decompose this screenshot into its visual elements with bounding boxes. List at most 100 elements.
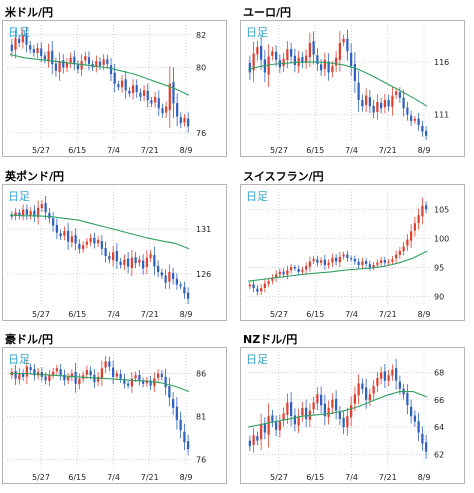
chart-frame: 76 80 82 5/27 6/15 7/4 7/21 8/9 日足: [2, 20, 227, 157]
candle-body: [115, 251, 118, 262]
candle-body: [323, 259, 326, 265]
candle-body: [410, 231, 413, 241]
candle-body: [413, 118, 416, 121]
moving-average-line: [9, 214, 190, 250]
candle-body: [331, 66, 334, 73]
candle-body: [40, 48, 43, 57]
candle-body: [139, 92, 142, 97]
chart-frame: 76 81 86 5/27 6/15 7/4 7/21 8/9 日足: [2, 347, 227, 484]
panel-title: 豪ドル/円: [5, 333, 54, 346]
candle-body: [22, 209, 25, 216]
candle-body: [293, 55, 296, 66]
candle-body: [417, 421, 420, 433]
candle-body: [87, 57, 91, 65]
candle-body: [32, 49, 35, 53]
candle-body: [368, 97, 371, 107]
y-tick-label: 90: [434, 292, 444, 301]
candle-body: [271, 51, 274, 56]
y-tick-label: 82: [196, 31, 206, 40]
candle-body: [58, 60, 61, 73]
candle-body: [376, 101, 379, 112]
x-tick-label: 7/4: [345, 146, 358, 155]
candle-body: [112, 367, 115, 377]
candle-body: [67, 230, 70, 242]
candle-body: [395, 368, 398, 381]
candle-body: [286, 49, 289, 60]
chart-frame: 111 116 5/27 6/15 7/4 7/21 8/9 日足: [240, 20, 465, 157]
candle-body: [104, 361, 107, 368]
candle-body: [128, 90, 131, 94]
candle-body: [89, 370, 92, 376]
candle-body: [74, 235, 77, 244]
candle-body: [398, 92, 401, 98]
x-tick-label: 5/27: [32, 146, 50, 155]
candle-body: [286, 402, 289, 415]
candle-body: [44, 376, 47, 381]
candle-body: [164, 376, 167, 388]
candle-body: [123, 378, 126, 384]
panel-gbpjpy: 英ポンド/円 126 131 5/27 6/15 7/4 7/21 8/9 日足: [2, 166, 227, 321]
candle-body: [85, 370, 88, 375]
candle-body: [357, 82, 360, 100]
candle-body: [275, 51, 278, 60]
candle-body: [161, 108, 164, 114]
candle-body: [410, 115, 413, 121]
candle-body: [256, 47, 259, 55]
candle-body: [134, 257, 137, 264]
candle-body: [145, 380, 148, 384]
candle-body: [335, 257, 338, 262]
candle-body: [82, 245, 85, 249]
candle-body: [120, 80, 124, 88]
candle-body: [100, 368, 103, 379]
candle-body: [108, 255, 111, 260]
candle-body: [421, 205, 424, 217]
candle-body: [282, 271, 285, 275]
candle-body: [383, 260, 386, 263]
candle-body: [183, 431, 186, 443]
candle-body: [37, 371, 40, 376]
candle-body: [290, 267, 293, 271]
y-tick-label: 105: [434, 205, 449, 214]
candle-body: [402, 246, 405, 252]
candle-body: [282, 58, 285, 66]
candle-body: [127, 258, 130, 267]
candle-body: [183, 118, 186, 123]
x-tick-label: 6/15: [306, 473, 324, 482]
y-tick-label: 86: [196, 369, 206, 378]
x-tick-label: 7/4: [345, 473, 358, 482]
candle-body: [252, 53, 255, 71]
candle-body: [43, 55, 46, 60]
candle-body: [267, 281, 270, 284]
candle-body: [18, 38, 21, 43]
x-tick-label: 8/9: [180, 310, 193, 319]
candle-body: [376, 377, 379, 386]
candle-body: [275, 422, 278, 430]
candle-body: [316, 259, 319, 263]
candle-body: [62, 60, 65, 68]
chart-nzdjpy: 62 64 66 68 5/27 6/15 7/4 7/21 8/9 日足: [245, 352, 444, 482]
candle-body: [179, 284, 182, 287]
candle-body: [37, 207, 40, 218]
panel-title: スイスフラン/円: [243, 170, 324, 183]
candle-body: [372, 105, 375, 113]
candle-body: [65, 62, 69, 68]
candle-body: [127, 383, 130, 386]
candle-body: [353, 394, 356, 404]
candle-body: [421, 433, 424, 444]
candle-body: [112, 252, 115, 261]
candle-body: [80, 60, 83, 70]
candle-body: [97, 239, 100, 244]
candle-body: [29, 45, 32, 50]
candle-body: [350, 405, 353, 418]
candle-body: [353, 258, 356, 262]
candle-body: [342, 254, 345, 257]
candle-body: [29, 211, 32, 216]
candle-body: [301, 407, 304, 416]
moving-average-line: [247, 391, 428, 428]
candle-body: [70, 236, 73, 243]
y-tick-label: 131: [196, 225, 211, 234]
x-tick-label: 7/21: [141, 473, 159, 482]
candle-body: [357, 261, 360, 265]
candle-body: [271, 415, 274, 422]
candle-body: [93, 237, 96, 244]
